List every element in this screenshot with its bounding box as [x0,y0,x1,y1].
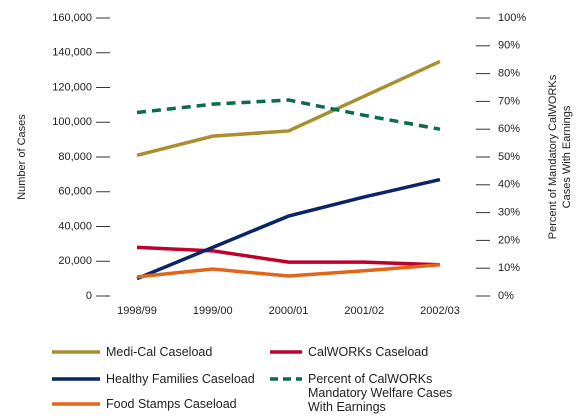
legend-item: Percent of CalWORKs Mandatory Welfare Ca… [270,372,468,414]
chart: Number of Cases Percent of Mandatory Cal… [16,12,573,317]
x-tick-label: 2000/01 [269,305,309,317]
legend-item: Food Stamps Caseload [52,397,276,411]
series-line [136,245,441,267]
legend-swatch [270,350,302,354]
y2-tick-label: 70% [498,95,520,107]
y2-tick-label: 60% [498,123,520,135]
legend-label: Healthy Families Caseload [106,372,255,386]
legend-label: Food Stamps Caseload [106,397,237,411]
y2-tick-label: 100% [498,12,526,24]
y-tick-label: 140,000 [52,47,92,59]
series-line [136,59,441,157]
x-tick-label: 2002/03 [420,305,460,317]
y-tick-label: 60,000 [58,186,92,198]
y-tick-label: 0 [86,290,92,302]
y2-tick-label: 90% [498,40,520,52]
y-tick-label: 20,000 [58,255,92,267]
y-tick-label: 160,000 [52,12,92,24]
y-tick-label: 120,000 [52,81,92,93]
legend-swatch [52,350,100,354]
y-tick-label: 80,000 [58,151,92,163]
y-tick-label: 40,000 [58,220,92,232]
series-line [136,262,441,279]
x-tick-label: 1999/00 [193,305,233,317]
y-tick-label: 100,000 [52,116,92,128]
x-tick-label: 1998/99 [117,305,157,317]
legend-item: CalWORKs Caseload [270,345,468,359]
x-tick-label: 2001/02 [344,305,384,317]
legend-swatch [270,377,302,381]
y2-tick-label: 80% [498,68,520,80]
legend-label: Percent of CalWORKs Mandatory Welfare Ca… [308,372,453,414]
y2-tick-label: 30% [498,207,520,219]
legend-item: Medi-Cal Caseload [52,345,276,359]
y-axis-title: Number of Cases [16,114,28,200]
legend-label: Medi-Cal Caseload [106,345,213,359]
legend-swatch [52,402,100,406]
y2-axis-title: Percent of Mandatory CalWORKs [547,74,559,239]
y2-tick-label: 0% [498,290,514,302]
legend-swatch [52,377,100,381]
y2-tick-label: 20% [498,234,520,246]
series-line [136,177,441,281]
y2-tick-label: 50% [498,151,520,163]
y2-tick-label: 10% [498,262,520,274]
legend-item: Healthy Families Caseload [52,372,276,386]
y2-tick-label: 40% [498,179,520,191]
series-line [136,98,441,131]
legend-label: CalWORKs Caseload [308,345,429,359]
y2-axis-title: Cases With Earnings [561,105,573,208]
